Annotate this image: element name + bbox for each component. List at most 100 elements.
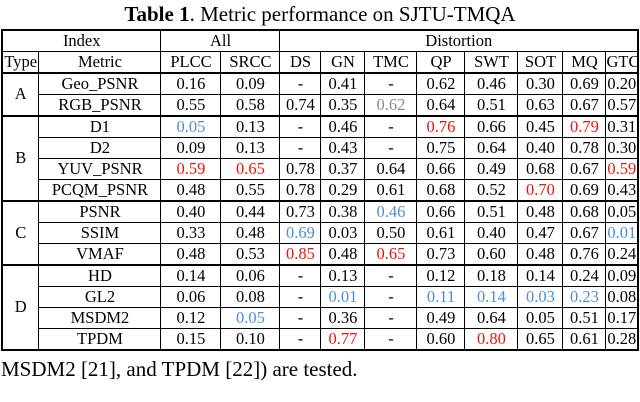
value-cell: 0.79 bbox=[562, 115, 607, 138]
value-cell: 0.65 bbox=[220, 158, 281, 180]
metric-cell: SSIM bbox=[38, 222, 162, 244]
type-cell-b: B bbox=[1, 115, 40, 202]
value-cell: 0.62 bbox=[364, 94, 418, 117]
value-cell: 0.62 bbox=[416, 72, 466, 95]
value-cell: 0.13 bbox=[320, 264, 366, 287]
metrics-table: Index All Distortion Type Metric PLCC SRCC DS GN… bbox=[0, 29, 640, 351]
value-cell: 0.49 bbox=[416, 307, 466, 329]
value-cell: 0.48 bbox=[220, 222, 281, 244]
value-cell: - bbox=[279, 307, 322, 329]
value-cell: 0.64 bbox=[464, 137, 519, 159]
value-cell: 0.76 bbox=[562, 243, 607, 266]
metric-cell: PCQM_PSNR bbox=[38, 179, 162, 202]
value-cell: - bbox=[364, 264, 418, 287]
value-cell: 0.13 bbox=[220, 137, 281, 159]
value-cell: 0.66 bbox=[416, 158, 466, 180]
table-row-header-groups: Index All Distortion bbox=[1, 29, 639, 52]
value-cell: 0.78 bbox=[562, 137, 607, 159]
col-header-mq: MQ bbox=[562, 51, 607, 74]
value-cell: 0.16 bbox=[160, 72, 222, 95]
type-cell-a: A bbox=[1, 72, 40, 117]
value-cell: 0.43 bbox=[320, 137, 366, 159]
value-cell: 0.09 bbox=[605, 264, 639, 287]
value-cell: 0.37 bbox=[320, 158, 366, 180]
table-row: VMAF 0.48 0.53 0.85 0.48 0.65 0.73 0.60 0.48 0.76… bbox=[2, 243, 639, 266]
value-cell: 0.48 bbox=[160, 243, 222, 266]
value-cell: 0.77 bbox=[320, 328, 366, 351]
table-row: B D1 0.05 0.13-0.46-0.76 0.66 0.45 0.79 0.31 bbox=[1, 115, 639, 202]
value-cell: 0.73 bbox=[279, 200, 322, 223]
value-cell: 0.74 bbox=[279, 94, 322, 117]
value-cell: 0.01 bbox=[605, 222, 639, 244]
col-header-swt: SWT bbox=[464, 51, 519, 74]
table-row: RGB_PSNR 0.55 0.58 0.74 0.35 0.62 0.64 0.51 0.63… bbox=[2, 94, 639, 117]
col-header-ds: DS bbox=[279, 51, 322, 74]
table-row-col-headers: Type Metric PLCC SRCC DS GN TMC QP SWT SOT MQ GTC bbox=[1, 51, 639, 74]
value-cell: 0.59 bbox=[605, 158, 639, 180]
table-row: TPDM 0.15 0.10-0.77-0.60 0.80 0.65 0.61 0.28 bbox=[2, 328, 639, 351]
value-cell: 0.03 bbox=[320, 222, 366, 244]
value-cell: 0.12 bbox=[160, 307, 222, 329]
value-cell: 0.06 bbox=[220, 264, 281, 287]
metric-cell: D1 bbox=[38, 115, 162, 138]
value-cell: 0.46 bbox=[464, 72, 519, 95]
value-cell: - bbox=[279, 115, 322, 138]
value-cell: 0.40 bbox=[160, 200, 222, 223]
value-cell: 0.05 bbox=[220, 307, 281, 329]
value-cell: 0.10 bbox=[220, 328, 281, 351]
value-cell: 0.30 bbox=[605, 137, 639, 159]
metric-cell: TPDM bbox=[38, 328, 162, 351]
value-cell: 0.14 bbox=[160, 264, 222, 287]
value-cell: 0.18 bbox=[464, 264, 519, 287]
value-cell: 0.69 bbox=[562, 72, 607, 95]
value-cell: 0.68 bbox=[416, 179, 466, 202]
value-cell: 0.29 bbox=[320, 179, 366, 202]
value-cell: 0.55 bbox=[220, 179, 281, 202]
value-cell: 0.76 bbox=[416, 115, 466, 138]
value-cell: 0.73 bbox=[416, 243, 466, 266]
value-cell: 0.75 bbox=[416, 137, 466, 159]
value-cell: 0.65 bbox=[517, 328, 564, 351]
value-cell: 0.31 bbox=[605, 115, 639, 138]
value-cell: 0.68 bbox=[562, 200, 607, 223]
value-cell: - bbox=[364, 286, 418, 308]
value-cell: 0.12 bbox=[416, 264, 466, 287]
value-cell: 0.46 bbox=[364, 200, 418, 223]
value-cell: 0.23 bbox=[562, 286, 607, 308]
value-cell: 0.24 bbox=[605, 243, 639, 266]
value-cell: 0.45 bbox=[517, 115, 564, 138]
value-cell: - bbox=[279, 72, 322, 95]
value-cell: 0.80 bbox=[464, 328, 519, 351]
col-header-qp: QP bbox=[416, 51, 466, 74]
value-cell: 0.08 bbox=[605, 286, 639, 308]
metric-cell: Geo_PSNR bbox=[38, 72, 162, 95]
value-cell: 0.41 bbox=[320, 72, 366, 95]
metric-cell: HD bbox=[38, 264, 162, 287]
col-header-gn: GN bbox=[320, 51, 366, 74]
col-header-srcc: SRCC bbox=[220, 51, 281, 74]
value-cell: 0.61 bbox=[562, 328, 607, 351]
value-cell: 0.70 bbox=[517, 179, 564, 202]
metric-cell: YUV_PSNR bbox=[38, 158, 162, 180]
value-cell: - bbox=[364, 307, 418, 329]
value-cell: 0.30 bbox=[517, 72, 564, 95]
value-cell: 0.48 bbox=[517, 200, 564, 223]
value-cell: 0.14 bbox=[464, 286, 519, 308]
value-cell: 0.66 bbox=[464, 115, 519, 138]
value-cell: 0.01 bbox=[320, 286, 366, 308]
header-group-all: All bbox=[160, 29, 281, 52]
table-title: Table 1. Metric performance on SJTU-TMQA bbox=[0, 0, 640, 28]
value-cell: 0.78 bbox=[279, 179, 322, 202]
value-cell: 0.44 bbox=[220, 200, 281, 223]
type-cell-c: C bbox=[1, 200, 40, 266]
value-cell: - bbox=[364, 328, 418, 351]
table-body: A Geo_PSNR 0.16 0.09-0.41-0.62 0.46 0.30 0.69 0… bbox=[1, 72, 639, 351]
metric-cell: MSDM2 bbox=[38, 307, 162, 329]
value-cell: 0.68 bbox=[517, 158, 564, 180]
value-cell: - bbox=[279, 137, 322, 159]
table-row: C PSNR 0.40 0.44 0.73 0.38 0.46 0.66 0.51 0.48 0.6… bbox=[1, 200, 639, 266]
table-row: YUV_PSNR 0.59 0.65 0.78 0.37 0.64 0.66 0.49 0.68… bbox=[2, 158, 639, 180]
value-cell: 0.60 bbox=[464, 243, 519, 266]
header-group-distortion: Distortion bbox=[279, 29, 639, 52]
value-cell: - bbox=[279, 286, 322, 308]
